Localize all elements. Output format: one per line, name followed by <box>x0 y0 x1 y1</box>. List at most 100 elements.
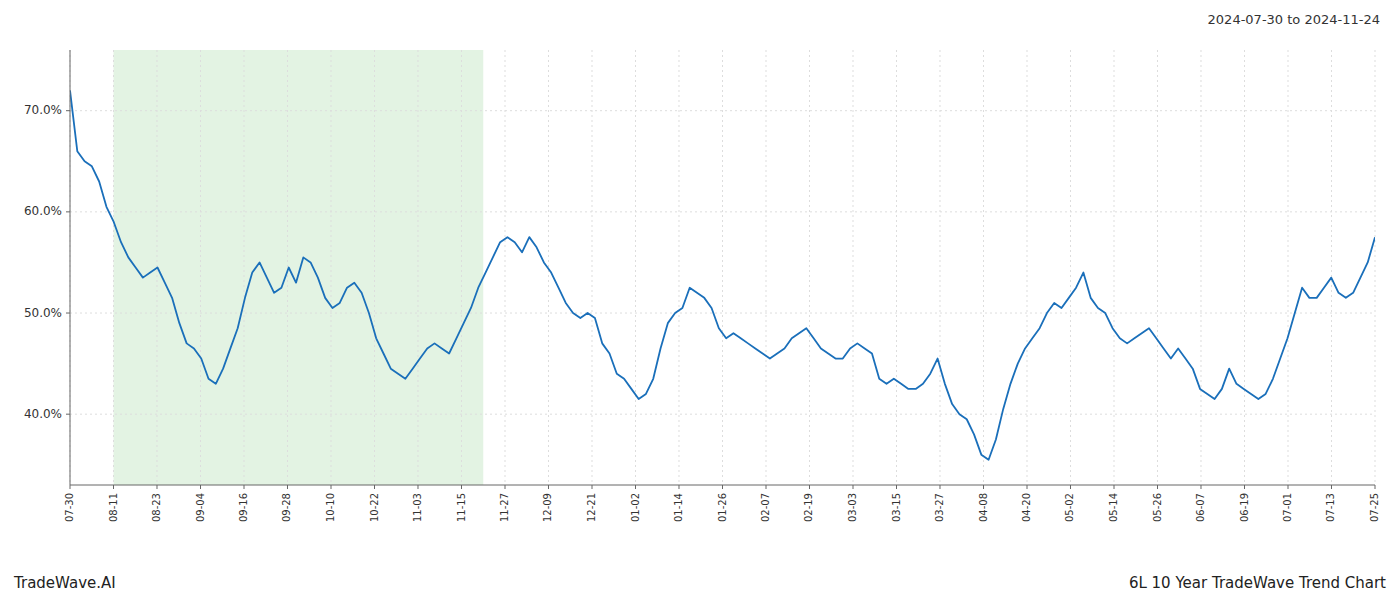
x-tick <box>1375 485 1376 489</box>
x-grid-line <box>766 50 767 485</box>
x-tick-label: 09-16 <box>238 493 249 522</box>
x-grid-line <box>1070 50 1071 485</box>
x-grid-line <box>1200 50 1201 485</box>
x-tick-label: 01-26 <box>717 493 728 522</box>
grid <box>70 50 1375 485</box>
x-tick-label: 07-25 <box>1369 493 1380 522</box>
y-tick-label: 70.0% <box>24 103 62 117</box>
y-tick <box>66 313 70 314</box>
x-tick <box>200 485 201 489</box>
x-tick <box>1114 485 1115 489</box>
x-tick-label: 06-07 <box>1195 493 1206 522</box>
x-tick <box>156 485 157 489</box>
x-grid-line <box>1331 50 1332 485</box>
x-tick <box>331 485 332 489</box>
x-tick-label: 11-27 <box>499 493 510 522</box>
x-tick-label: 08-23 <box>151 493 162 522</box>
y-tick <box>66 414 70 415</box>
y-grid-line <box>70 414 1375 415</box>
x-tick-label: 05-14 <box>1108 493 1119 522</box>
x-grid-line <box>809 50 810 485</box>
line <box>70 90 1375 459</box>
x-grid-line <box>417 50 418 485</box>
x-tick <box>983 485 984 489</box>
plot-area <box>114 50 484 485</box>
x-tick-label: 11-15 <box>456 493 467 522</box>
x-grid-line <box>505 50 506 485</box>
x-tick <box>548 485 549 489</box>
series <box>70 90 1375 459</box>
x-tick <box>461 485 462 489</box>
x-tick-label: 11-03 <box>412 493 423 522</box>
x-grid-line <box>70 50 71 485</box>
x-tick-label: 07-01 <box>1282 493 1293 522</box>
x-grid-line <box>896 50 897 485</box>
x-tick-label: 06-19 <box>1239 493 1250 522</box>
x-tick <box>244 485 245 489</box>
x-tick <box>1157 485 1158 489</box>
x-grid-line <box>200 50 201 485</box>
x-grid-line <box>1288 50 1289 485</box>
x-tick <box>678 485 679 489</box>
x-tick-label: 03-15 <box>891 493 902 522</box>
x-tick <box>374 485 375 489</box>
x-tick <box>1027 485 1028 489</box>
x-tick-label: 01-02 <box>630 493 641 522</box>
x-tick <box>939 485 940 489</box>
x-grid-line <box>1157 50 1158 485</box>
x-grid-line <box>461 50 462 485</box>
y-tick-label: 50.0% <box>24 306 62 320</box>
x-tick-label: 02-19 <box>803 493 814 522</box>
axes: 40.0%50.0%60.0%70.0%07-3008-1108-2309-04… <box>24 50 1380 522</box>
x-grid-line <box>939 50 940 485</box>
x-grid-line <box>113 50 114 485</box>
x-tick <box>287 485 288 489</box>
x-grid-line <box>1244 50 1245 485</box>
x-grid-line <box>1027 50 1028 485</box>
x-tick-label: 12-09 <box>542 493 553 522</box>
x-tick <box>1331 485 1332 489</box>
x-tick-label: 10-10 <box>325 493 336 522</box>
x-grid-line <box>331 50 332 485</box>
x-tick <box>1070 485 1071 489</box>
shaded-range <box>114 50 484 485</box>
x-tick <box>635 485 636 489</box>
x-tick-label: 04-08 <box>978 493 989 522</box>
y-tick <box>66 110 70 111</box>
x-tick <box>766 485 767 489</box>
x-tick-label: 08-11 <box>108 493 119 522</box>
x-tick-label: 01-14 <box>673 493 684 522</box>
x-tick <box>853 485 854 489</box>
x-tick-label: 03-03 <box>847 493 858 522</box>
y-tick <box>66 211 70 212</box>
x-tick <box>505 485 506 489</box>
x-tick <box>70 485 71 489</box>
x-tick <box>722 485 723 489</box>
chart: 40.0%50.0%60.0%70.0%07-3008-1108-2309-04… <box>0 0 1400 600</box>
title: 2024-07-30 to 2024-11-24 <box>1208 12 1380 27</box>
y-axis-line <box>70 50 71 485</box>
y-tick-label: 40.0% <box>24 407 62 421</box>
footer-left: TradeWave.AI <box>13 574 116 592</box>
x-grid-line <box>635 50 636 485</box>
x-grid-line <box>592 50 593 485</box>
x-tick-label: 12-21 <box>586 493 597 522</box>
x-tick-label: 02-07 <box>760 493 771 522</box>
x-tick <box>417 485 418 489</box>
x-tick <box>1200 485 1201 489</box>
x-tick-label: 03-27 <box>934 493 945 522</box>
x-tick <box>592 485 593 489</box>
x-tick <box>1244 485 1245 489</box>
y-tick-label: 60.0% <box>24 204 62 218</box>
x-grid-line <box>1375 50 1376 485</box>
x-tick <box>896 485 897 489</box>
x-tick <box>1288 485 1289 489</box>
x-tick-label: 10-22 <box>369 493 380 522</box>
x-grid-line <box>244 50 245 485</box>
x-tick <box>113 485 114 489</box>
x-tick-label: 04-20 <box>1021 493 1032 522</box>
x-tick <box>809 485 810 489</box>
x-tick-label: 05-02 <box>1064 493 1075 522</box>
x-tick-label: 09-28 <box>281 493 292 522</box>
x-tick-label: 05-26 <box>1152 493 1163 522</box>
